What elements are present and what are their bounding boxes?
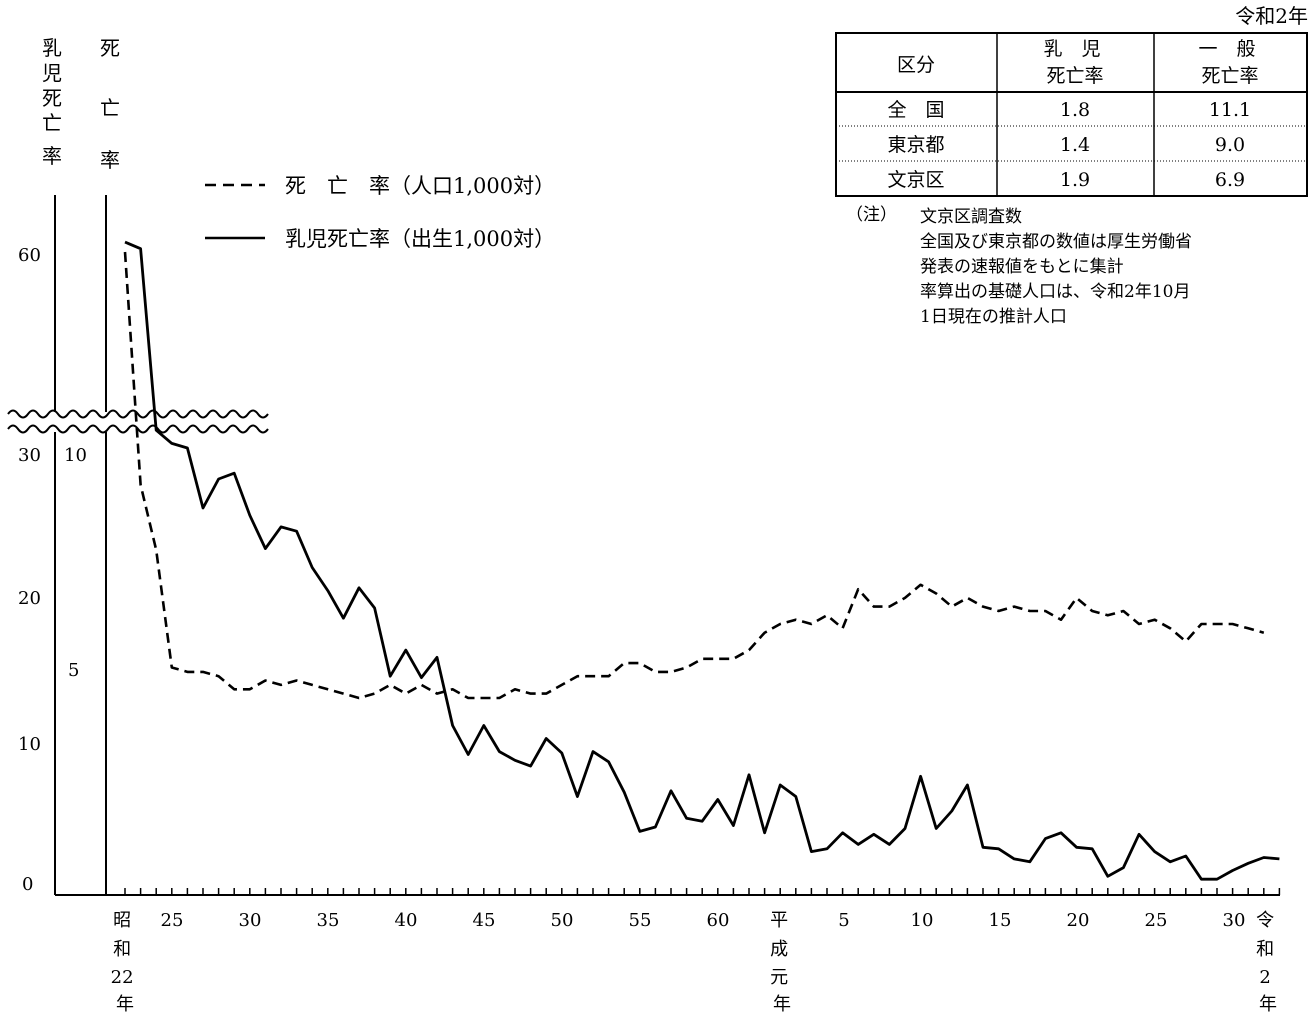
table-cell-infant: 1.8 bbox=[1060, 99, 1090, 121]
infant-tick-0: 0 bbox=[22, 874, 33, 895]
table-cell-region: 文京区 bbox=[887, 169, 944, 191]
note-text: 文京区調査数 全国及び東京都の数値は厚生労働省 発表の速報値をもとに集計 率算出… bbox=[920, 207, 1197, 327]
death-axis-title: 死 亡 率 bbox=[100, 36, 126, 172]
infant-axis-title-char: 児 bbox=[42, 61, 62, 85]
x-tick-labels-showa: 25 30 35 40 45 50 55 60 bbox=[161, 910, 730, 931]
series-infant-rate-line bbox=[125, 242, 1279, 879]
death-axis-title-char: 死 bbox=[100, 36, 120, 60]
x-label-heisei-char: 平 bbox=[770, 910, 788, 931]
x-label-reiwa-char: 年 bbox=[1259, 994, 1277, 1015]
infant-tick-60: 60 bbox=[18, 245, 41, 266]
infant-tick-10: 10 bbox=[18, 734, 41, 755]
death-tick-5: 5 bbox=[68, 660, 79, 681]
x-label-heisei: 平 成 元 年 bbox=[770, 910, 794, 1015]
axis-break-mark bbox=[8, 411, 270, 433]
table-cell-region: 東京都 bbox=[887, 134, 944, 156]
table-cell-infant: 1.4 bbox=[1060, 134, 1090, 156]
note-line: 1日現在の推計人口 bbox=[920, 307, 1067, 327]
table-cell-general: 9.0 bbox=[1215, 134, 1245, 156]
table-header-infant-line: 死亡率 bbox=[1046, 65, 1103, 87]
x-label-reiwa-char: 和 bbox=[1256, 939, 1274, 960]
x-tick-label: 30 bbox=[239, 910, 262, 931]
x-label-heisei-char: 元 bbox=[770, 967, 788, 988]
x-label-start-char: 22 bbox=[111, 967, 134, 988]
series-death-rate-line bbox=[125, 252, 1264, 698]
x-label-start-char: 年 bbox=[116, 994, 134, 1015]
x-tick-label: 15 bbox=[989, 910, 1012, 931]
table-cell-region: 全 国 bbox=[887, 99, 944, 121]
table-cell-infant: 1.9 bbox=[1060, 169, 1090, 191]
note-marker: （注） bbox=[846, 205, 897, 225]
table-header-infant-line: 乳 児 bbox=[1043, 38, 1100, 60]
legend-infant-label: 乳児死亡率（出生1,000対） bbox=[285, 227, 555, 251]
x-tick-label: 55 bbox=[629, 910, 652, 931]
infant-tick-20: 20 bbox=[18, 588, 41, 609]
x-label-reiwa-char: 2 bbox=[1259, 967, 1270, 988]
death-tick-10: 10 bbox=[64, 445, 87, 466]
note-line: 全国及び東京都の数値は厚生労働省 bbox=[920, 232, 1192, 252]
death-axis-title-char: 亡 bbox=[100, 96, 120, 120]
infant-axis-title: 乳 児 死 亡 率 bbox=[42, 36, 68, 168]
x-label-heisei-char: 成 bbox=[770, 939, 788, 960]
x-tick-label: 20 bbox=[1067, 910, 1090, 931]
table-header-infant: 乳 児 死亡率 bbox=[1043, 38, 1106, 87]
x-tick-label: 45 bbox=[473, 910, 496, 931]
x-label-start-char: 和 bbox=[113, 939, 131, 960]
x-axis-ticks bbox=[125, 888, 1279, 895]
note-line: 発表の速報値をもとに集計 bbox=[920, 257, 1124, 277]
table-cell-general: 11.1 bbox=[1209, 99, 1251, 121]
legend-death-label: 死 亡 率（人口1,000対） bbox=[285, 174, 555, 198]
year-label: 令和2年 bbox=[1235, 4, 1308, 28]
x-label-heisei-char: 年 bbox=[773, 994, 791, 1015]
infant-axis-title-char: 乳 bbox=[42, 36, 62, 60]
note-line: 文京区調査数 bbox=[920, 207, 1022, 227]
x-tick-label: 35 bbox=[317, 910, 340, 931]
x-tick-label: 30 bbox=[1223, 910, 1246, 931]
x-tick-label: 50 bbox=[551, 910, 574, 931]
table-header-general-line: 一 般 bbox=[1198, 38, 1255, 60]
death-axis-title-char: 率 bbox=[100, 148, 120, 172]
x-tick-label: 25 bbox=[161, 910, 184, 931]
table-header-general: 一 般 死亡率 bbox=[1198, 38, 1261, 87]
x-label-start-char: 昭 bbox=[113, 910, 131, 931]
table-cell-general: 6.9 bbox=[1215, 169, 1245, 191]
infant-axis-title-char: 率 bbox=[42, 144, 62, 168]
x-label-start: 昭 和 22 年 bbox=[111, 910, 140, 1015]
table-header-general-line: 死亡率 bbox=[1201, 65, 1258, 87]
x-tick-label: 60 bbox=[707, 910, 730, 931]
infant-axis-title-char: 死 bbox=[42, 86, 62, 110]
x-tick-label: 10 bbox=[911, 910, 934, 931]
x-tick-label: 25 bbox=[1145, 910, 1168, 931]
table-header-category: 区分 bbox=[897, 54, 935, 76]
x-tick-label: 5 bbox=[838, 910, 849, 931]
x-tick-labels-heisei: 5 10 15 20 25 30 bbox=[838, 910, 1245, 931]
x-label-reiwa-char: 令 bbox=[1256, 910, 1274, 931]
x-tick-label: 40 bbox=[395, 910, 418, 931]
infant-tick-30: 30 bbox=[18, 445, 41, 466]
summary-table: 区分 乳 児 死亡率 一 般 死亡率 全 国 1.8 11.1 東京都 1.4 … bbox=[836, 33, 1307, 196]
x-label-reiwa: 令 和 2 年 bbox=[1256, 910, 1280, 1015]
note-line: 率算出の基礎人口は、令和2年10月 bbox=[920, 282, 1190, 302]
infant-axis-title-char: 亡 bbox=[42, 111, 62, 135]
